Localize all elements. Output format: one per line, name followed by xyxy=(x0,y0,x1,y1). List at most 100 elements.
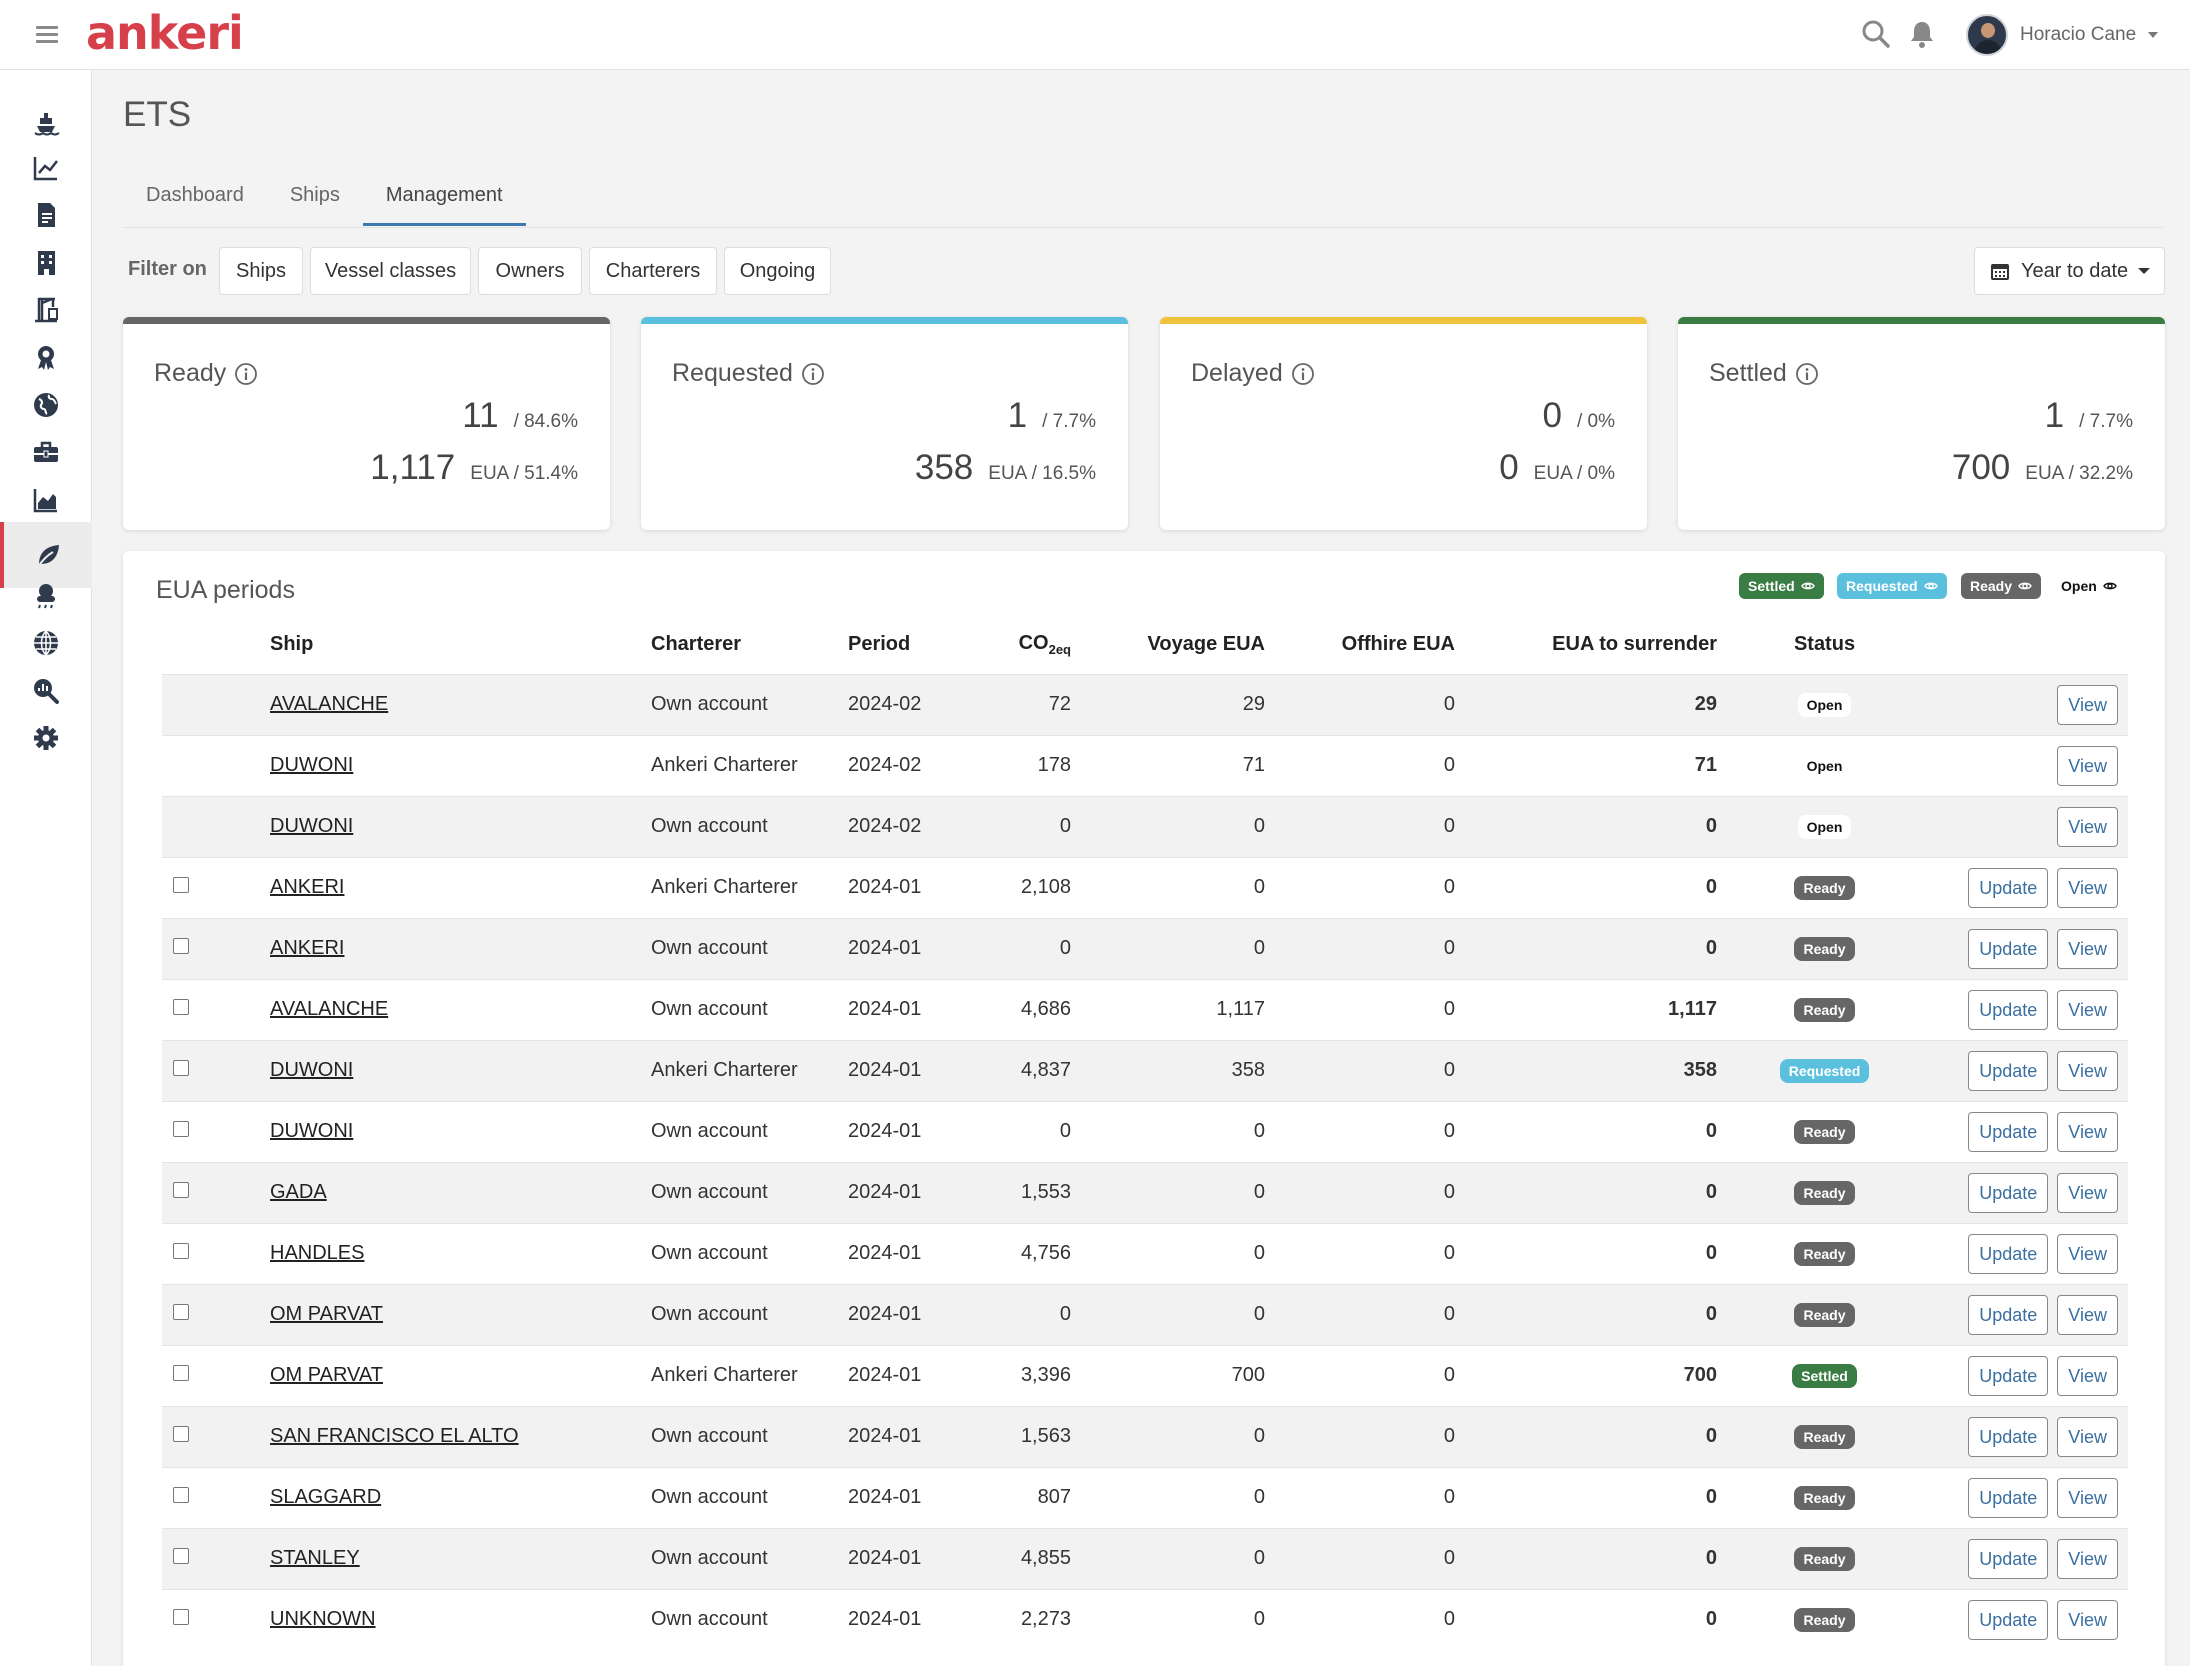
ship-link[interactable]: STANLEY xyxy=(270,1547,360,1569)
ship-link[interactable]: ANKERI xyxy=(270,937,345,959)
view-button[interactable]: View xyxy=(2057,1294,2118,1335)
search-icon[interactable] xyxy=(1860,18,1892,50)
row-checkbox[interactable] xyxy=(173,1548,189,1564)
update-button[interactable]: Update xyxy=(1968,1538,2049,1579)
status-badge: Ready xyxy=(1794,1485,1855,1510)
sidebar-item-building[interactable] xyxy=(0,230,92,296)
tab-dashboard[interactable]: Dashboard xyxy=(146,184,244,206)
sidebar-item-crane[interactable] xyxy=(0,276,92,342)
update-button[interactable]: Update xyxy=(1968,1416,2049,1457)
info-icon[interactable] xyxy=(801,362,825,386)
row-checkbox[interactable] xyxy=(173,1365,189,1381)
legend-settled[interactable]: Settled xyxy=(1739,573,1824,599)
update-button[interactable]: Update xyxy=(1968,1477,2049,1518)
charterer-cell: Own account xyxy=(651,1588,848,1650)
info-icon[interactable] xyxy=(234,362,258,386)
ship-link[interactable]: DUWONI xyxy=(270,815,354,837)
update-button[interactable]: Update xyxy=(1968,928,2049,969)
row-checkbox[interactable] xyxy=(173,1426,189,1442)
ship-link[interactable]: OM PARVAT xyxy=(270,1364,383,1386)
ship-link[interactable]: ANKERI xyxy=(270,876,345,898)
ship-link[interactable]: HANDLES xyxy=(270,1242,365,1264)
filter-charterers-button[interactable]: Charterers xyxy=(589,247,717,295)
view-button[interactable]: View xyxy=(2057,745,2118,786)
row-checkbox[interactable] xyxy=(173,1243,189,1259)
sidebar-item-gear[interactable] xyxy=(0,705,92,771)
sidebar-item-globe[interactable] xyxy=(0,372,92,438)
sidebar-item-document[interactable] xyxy=(0,182,92,248)
sidebar-item-area-chart[interactable] xyxy=(0,467,92,533)
filter-owners-button[interactable]: Owners xyxy=(478,247,582,295)
view-button[interactable]: View xyxy=(2057,1050,2118,1091)
row-checkbox[interactable] xyxy=(173,1487,189,1503)
update-button[interactable]: Update xyxy=(1968,1294,2049,1335)
menu-icon[interactable] xyxy=(36,26,58,44)
card-eua: 1,117 xyxy=(370,448,456,487)
card-eua: 700 xyxy=(1951,448,2011,487)
card-eua-percent: EUA / 16.5% xyxy=(988,463,1096,484)
row-checkbox[interactable] xyxy=(173,1121,189,1137)
view-button[interactable]: View xyxy=(2057,1599,2118,1640)
row-checkbox[interactable] xyxy=(173,1060,189,1076)
ship-link[interactable]: UNKNOWN xyxy=(270,1608,376,1631)
update-button[interactable]: Update xyxy=(1968,989,2049,1030)
info-icon[interactable] xyxy=(1291,362,1315,386)
ship-link[interactable]: SAN FRANCISCO EL ALTO xyxy=(270,1425,519,1447)
update-button[interactable]: Update xyxy=(1968,1599,2049,1640)
row-checkbox[interactable] xyxy=(173,877,189,893)
ship-link[interactable]: DUWONI xyxy=(270,754,354,776)
view-button[interactable]: View xyxy=(2057,1538,2118,1579)
ship-link[interactable]: GADA xyxy=(270,1181,327,1203)
sidebar-item-line-chart[interactable] xyxy=(0,135,92,201)
ship-link[interactable]: SLAGGARD xyxy=(270,1486,382,1508)
tab-ships[interactable]: Ships xyxy=(289,184,340,206)
info-icon[interactable] xyxy=(1795,362,1819,386)
offhire-eua-cell: 0 xyxy=(1265,673,1455,735)
view-button[interactable]: View xyxy=(2057,867,2118,908)
logo[interactable]: ankeri xyxy=(86,6,244,60)
row-checkbox[interactable] xyxy=(173,999,189,1015)
row-checkbox[interactable] xyxy=(173,1609,189,1626)
update-button[interactable]: Update xyxy=(1968,867,2049,908)
sidebar-item-ship[interactable] xyxy=(0,88,92,154)
filter-vessel-classes-button[interactable]: Vessel classes xyxy=(310,247,471,295)
legend-requested[interactable]: Requested xyxy=(1837,573,1947,599)
row-checkbox[interactable] xyxy=(173,1182,189,1198)
sidebar-item-search-chart[interactable] xyxy=(0,658,92,724)
update-button[interactable]: Update xyxy=(1968,1172,2049,1213)
ship-link[interactable]: DUWONI xyxy=(270,1120,354,1142)
view-button[interactable]: View xyxy=(2057,1233,2118,1274)
ship-link[interactable]: OM PARVAT xyxy=(270,1303,383,1325)
sidebar-item-toolbox[interactable] xyxy=(0,419,92,485)
sidebar-item-award[interactable] xyxy=(0,324,92,390)
sidebar-item-weather[interactable] xyxy=(0,562,92,628)
sidebar-item-world-grid[interactable] xyxy=(0,610,92,676)
ship-link[interactable]: DUWONI xyxy=(270,1059,354,1081)
view-button[interactable]: View xyxy=(2057,1111,2118,1152)
sidebar-item-leaf[interactable] xyxy=(0,522,92,588)
row-checkbox[interactable] xyxy=(173,1304,189,1320)
row-checkbox[interactable] xyxy=(173,938,189,954)
view-button[interactable]: View xyxy=(2057,989,2118,1030)
legend-open[interactable]: Open xyxy=(2052,573,2126,599)
update-button[interactable]: Update xyxy=(1968,1111,2049,1152)
update-button[interactable]: Update xyxy=(1968,1050,2049,1091)
filter-ships-button[interactable]: Ships xyxy=(219,247,303,295)
date-range-dropdown[interactable]: Year to date xyxy=(1974,247,2165,295)
update-button[interactable]: Update xyxy=(1968,1233,2049,1274)
bell-icon[interactable] xyxy=(1906,18,1938,50)
view-button[interactable]: View xyxy=(2057,1416,2118,1457)
view-button[interactable]: View xyxy=(2057,1477,2118,1518)
legend-ready[interactable]: Ready xyxy=(1961,573,2042,599)
view-button[interactable]: View xyxy=(2057,1355,2118,1396)
ship-link[interactable]: AVALANCHE xyxy=(270,998,389,1020)
filter-ongoing-button[interactable]: Ongoing xyxy=(724,247,831,295)
ship-link[interactable]: AVALANCHE xyxy=(270,693,389,715)
view-button[interactable]: View xyxy=(2057,928,2118,969)
tab-management[interactable]: Management xyxy=(362,168,526,226)
user-menu[interactable]: Horacio Cane xyxy=(1966,13,2159,57)
view-button[interactable]: View xyxy=(2057,1172,2118,1213)
update-button[interactable]: Update xyxy=(1968,1355,2049,1396)
view-button[interactable]: View xyxy=(2057,684,2118,725)
view-button[interactable]: View xyxy=(2057,806,2118,847)
